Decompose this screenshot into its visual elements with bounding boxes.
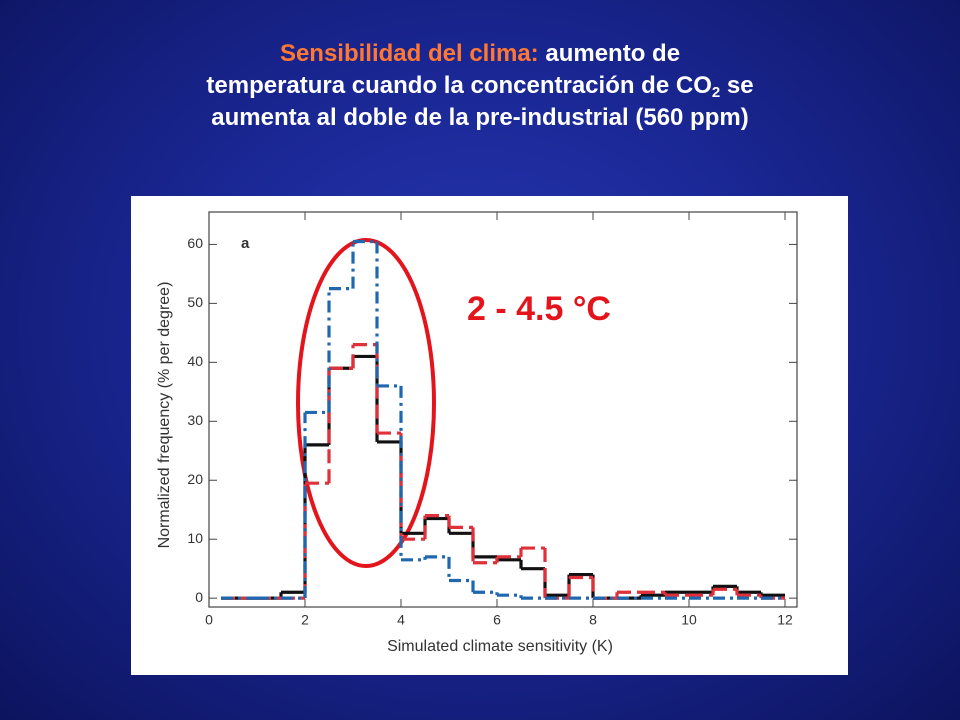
x-tick-label: 4 xyxy=(397,612,405,628)
y-tick-label: 40 xyxy=(187,353,203,369)
x-tick-label: 10 xyxy=(681,612,697,628)
panel-label: a xyxy=(241,235,250,252)
y-tick-label: 10 xyxy=(187,530,203,546)
y-tick-label: 20 xyxy=(187,471,203,487)
title-line: Sensibilidad del clima: aumento de xyxy=(0,38,960,70)
title-text: aumenta al doble de la pre-industrial (5… xyxy=(211,104,749,131)
slide-title: Sensibilidad del clima: aumento de tempe… xyxy=(0,38,960,134)
y-tick-label: 50 xyxy=(187,294,203,310)
x-axis-label: Simulated climate sensitivity (K) xyxy=(387,638,613,655)
x-tick-label: 12 xyxy=(777,612,793,628)
x-tick-label: 8 xyxy=(589,612,597,628)
title-highlight: Sensibilidad del clima: xyxy=(279,40,539,67)
y-tick-label: 0 xyxy=(195,589,203,605)
annotation: 2 - 4.5 °C xyxy=(467,290,611,328)
plot-frame xyxy=(208,211,798,608)
highlight-ellipse xyxy=(296,238,436,568)
x-tick-label: 2 xyxy=(301,612,309,628)
title-line: aumenta al doble de la pre-industrial (5… xyxy=(0,102,960,134)
title-text: aumento de xyxy=(545,40,681,67)
title-line: temperatura cuando la concentración de C… xyxy=(0,70,960,102)
y-tick-label: 30 xyxy=(187,412,203,428)
x-tick-label: 0 xyxy=(205,612,213,628)
chart: a Simulated climate sensitivity (K) Norm… xyxy=(131,196,848,675)
title-text: se xyxy=(726,72,754,99)
y-axis-label: Normalized frequency (% per degree) xyxy=(156,282,173,549)
title-text: temperatura cuando la concentración de C… xyxy=(206,72,712,99)
title-subscript: 2 xyxy=(711,84,721,101)
x-tick-label: 6 xyxy=(493,612,501,628)
y-tick-label: 60 xyxy=(187,235,203,251)
